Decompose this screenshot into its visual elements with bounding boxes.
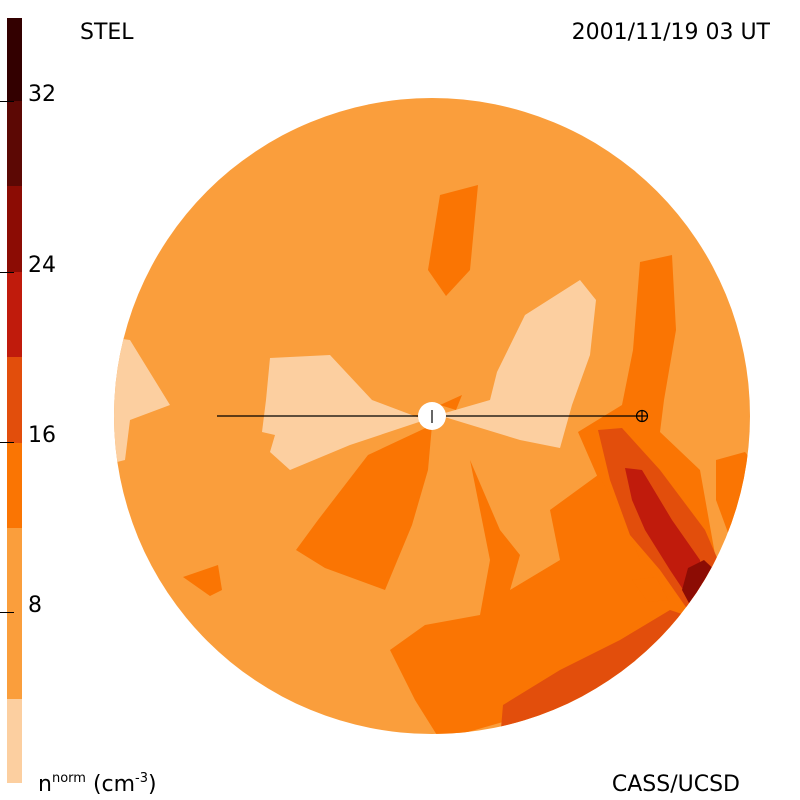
unit-superscript: -3 [135,771,149,786]
density-region [428,185,478,296]
density-region [390,460,680,734]
colorbar [7,18,22,783]
colorbar-tick-mark [0,442,14,443]
colorbar-tick-label: 24 [28,253,56,278]
colorbar-quantity-label: nnorm (cm-3) [38,771,157,799]
colorbar-segment [7,101,22,186]
source-label: STEL [80,20,134,45]
density-region [114,330,170,470]
unit-suffix: ) [148,772,157,797]
density-region [296,425,432,590]
colorbar-segment [7,272,22,357]
density-region [440,395,462,410]
colorbar-segment [7,699,22,783]
colorbar-segment [7,357,22,443]
colorbar-segment [7,528,22,699]
density-region [632,577,668,602]
quantity-symbol: n [38,772,52,797]
earth-symbol-icon [635,409,649,423]
colorbar-tick-label: 32 [28,82,56,107]
colorbar-segment [7,186,22,272]
quantity-superscript: norm [51,771,86,786]
unit-prefix: (cm [92,772,136,797]
colorbar-segment [7,18,22,101]
density-region [500,610,700,734]
credit-label: CASS/UCSD [611,772,740,797]
density-region [625,468,702,600]
colorbar-tick-label: 16 [28,423,56,448]
timestamp-label: 2001/11/19 03 UT [571,20,770,45]
density-region [183,565,222,596]
colorbar-segment [7,443,22,528]
density-region [438,280,596,448]
colorbar-tick-label: 8 [28,593,42,618]
colorbar-tick-mark [0,272,14,273]
density-region [262,355,425,470]
colorbar-tick-mark [0,101,14,102]
colorbar-tick-mark [0,612,14,613]
